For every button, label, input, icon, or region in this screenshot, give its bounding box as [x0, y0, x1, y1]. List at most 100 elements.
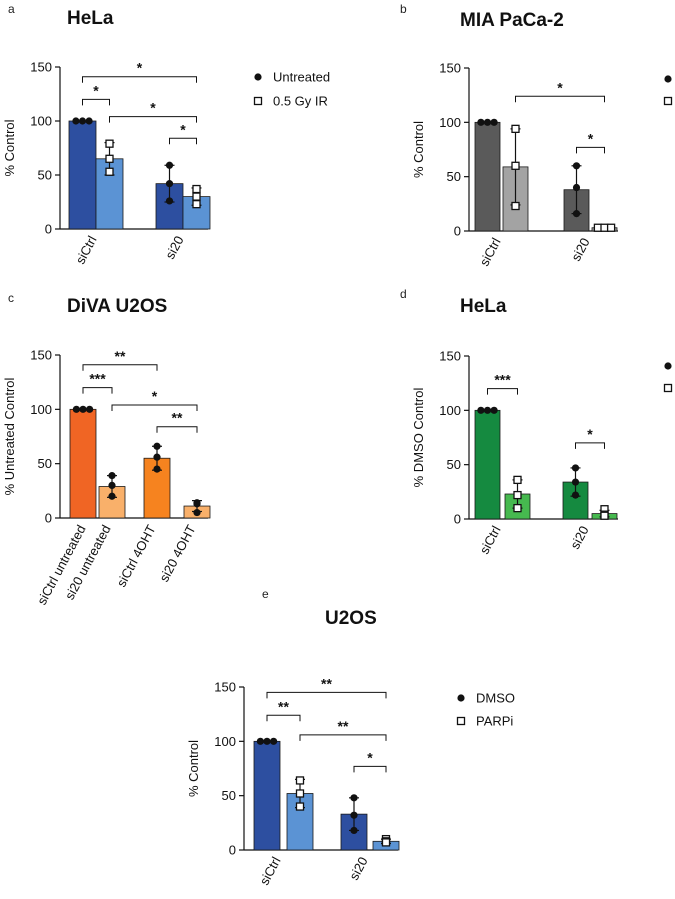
y-tick-label: 50 [447, 457, 461, 472]
data-point [165, 161, 174, 169]
y-tick-label: 150 [30, 60, 52, 75]
data-point [72, 405, 80, 413]
bar [474, 409, 501, 520]
data-point [270, 737, 278, 745]
data-point [350, 811, 358, 819]
y-axis-label: % DMSO Control [411, 388, 426, 488]
data-point [511, 201, 520, 211]
data-point [153, 453, 161, 461]
bar [474, 121, 501, 232]
significance-label: ** [278, 698, 289, 714]
x-category-label: si20 [568, 235, 592, 263]
x-category-label: siCtrl [73, 233, 100, 266]
legend-square-icon [663, 96, 673, 106]
y-tick-label: 0 [454, 512, 461, 527]
significance-bracket [487, 388, 518, 395]
y-tick-label: 100 [214, 734, 236, 749]
significance-label: * [587, 426, 593, 442]
data-point [256, 737, 264, 745]
data-point [511, 161, 520, 170]
bar [253, 740, 281, 851]
data-point [490, 118, 498, 126]
data-point [483, 118, 492, 126]
legend-label: 0.5 Gy IR [273, 94, 328, 109]
data-point [79, 405, 87, 413]
data-point [108, 472, 116, 480]
data-point [572, 210, 581, 218]
data-point [483, 406, 492, 414]
x-category-label: siCtrl [257, 854, 284, 887]
data-point [105, 139, 114, 148]
significance-bracket [169, 137, 197, 145]
panel-title: MIA PaCa-2 [460, 10, 564, 31]
significance-label: * [137, 60, 143, 76]
data-point [192, 184, 201, 194]
panel-a: a HeLa 0 50 100 150 % Control siCtrl si20 * * * * Unt… [2, 2, 330, 267]
data-point [571, 491, 580, 499]
legend-square-icon [253, 96, 263, 106]
y-tick-label: 0 [229, 843, 236, 858]
panel-letter: e [262, 587, 269, 601]
x-category-label: siCtrl 4OHT [114, 522, 159, 589]
data-point [477, 118, 485, 126]
significance-label: ** [115, 348, 126, 364]
data-point [490, 406, 498, 414]
panel-letter: b [400, 2, 407, 16]
data-point [108, 492, 116, 500]
panel-b: b MIA PaCa-2 0 50 100 150 % Control siCtrl si20 *… [400, 2, 673, 269]
y-axis-label: % Control [411, 121, 426, 178]
data-point [192, 200, 201, 209]
panel-letter: d [400, 287, 407, 301]
significance-label: * [367, 749, 373, 765]
legend-square-icon [456, 716, 466, 726]
data-point [165, 180, 174, 188]
x-category-label: siCtrl [477, 235, 504, 268]
significance-bracket [82, 76, 197, 83]
significance-label: * [557, 79, 563, 95]
significance-bracket [266, 714, 301, 722]
data-point [108, 481, 116, 489]
data-point [193, 508, 201, 517]
data-point [153, 442, 161, 450]
data-point [105, 167, 114, 176]
significance-label: * [152, 388, 158, 404]
significance-bracket [266, 691, 387, 699]
data-point [263, 737, 271, 745]
y-axis-label: % Control [186, 740, 201, 797]
panel-letter: c [8, 291, 14, 305]
data-point [295, 789, 305, 798]
data-point [350, 826, 358, 835]
legend-square-icon [663, 383, 673, 393]
legend-label: DMSO [476, 691, 515, 706]
significance-label: * [93, 82, 99, 98]
y-tick-label: 50 [38, 168, 52, 183]
data-point [85, 117, 93, 125]
panel-title: HeLa [460, 296, 507, 317]
legend-dot-icon [254, 73, 262, 81]
significance-bracket [353, 765, 387, 773]
y-tick-label: 0 [454, 224, 461, 239]
significance-bracket [82, 387, 113, 394]
data-point [381, 838, 391, 847]
significance-bracket [111, 404, 198, 411]
x-category-label: siCtrl [477, 523, 504, 556]
significance-bracket [515, 95, 605, 103]
y-tick-label: 150 [30, 348, 52, 363]
significance-label: ** [338, 718, 349, 734]
data-point [513, 475, 522, 485]
legend-dot-icon [457, 694, 465, 702]
data-point [192, 192, 201, 201]
data-point [513, 490, 522, 500]
significance-label: * [588, 130, 594, 146]
significance-bracket [299, 734, 387, 741]
data-point [153, 465, 161, 473]
data-point [571, 464, 580, 472]
data-point [513, 503, 522, 513]
y-tick-label: 100 [30, 402, 52, 417]
y-tick-label: 100 [439, 403, 461, 418]
y-tick-label: 0 [45, 511, 52, 526]
significance-bracket [82, 364, 158, 371]
significance-label: * [150, 100, 156, 116]
